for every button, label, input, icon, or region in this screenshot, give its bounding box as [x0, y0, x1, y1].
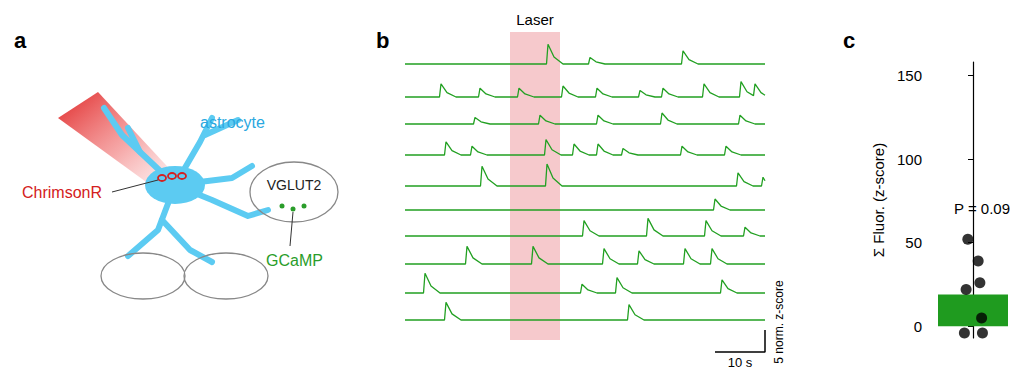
svg-text:5 norm. z-score: 5 norm. z-score: [772, 280, 786, 364]
html-text:a: a: [14, 28, 27, 53]
html-text:c: c: [843, 28, 856, 53]
svg-text:VGLUT2: VGLUT2: [267, 177, 322, 193]
svg-text:Σ Fluor. (z-score): Σ Fluor. (z-score): [870, 143, 887, 257]
svg-text:50: 50: [905, 234, 922, 251]
svg-text:0: 0: [914, 318, 922, 335]
svg-text:ChrimsonR: ChrimsonR: [22, 184, 102, 201]
html-text:b: b: [376, 28, 390, 53]
svg-text:100: 100: [897, 151, 922, 168]
svg-text:Laser: Laser: [516, 11, 554, 28]
svg-text:P = 0.09: P = 0.09: [954, 200, 1010, 217]
svg-text:150: 150: [897, 67, 922, 84]
svg-text:astrocyte: astrocyte: [200, 114, 265, 131]
svg-text:GCaMP: GCaMP: [266, 252, 323, 269]
svg-text:10 s: 10 s: [728, 355, 753, 370]
